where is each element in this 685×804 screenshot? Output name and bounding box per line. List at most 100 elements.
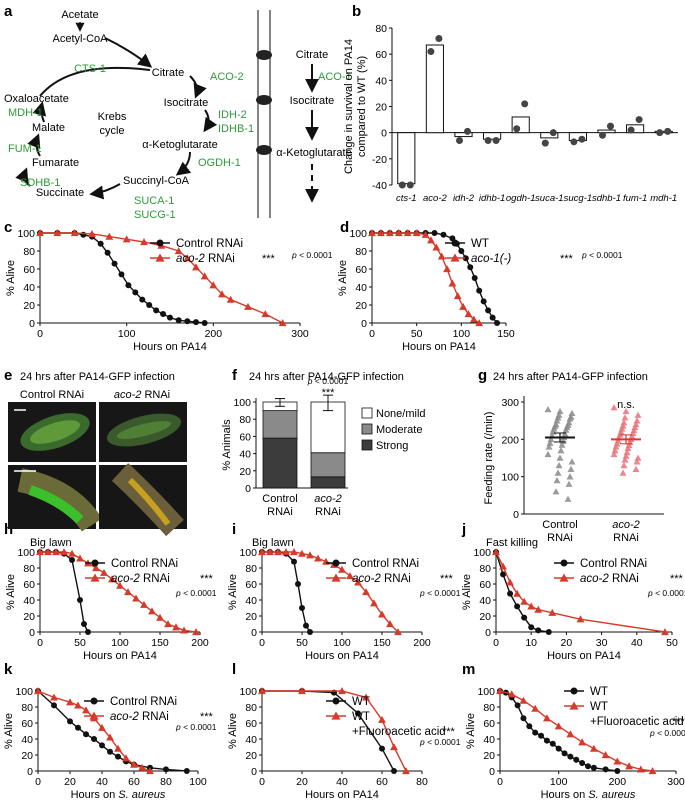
legend-label: aco-2 RNAi (176, 253, 235, 265)
data-point (513, 125, 521, 133)
data-point (36, 548, 44, 556)
data-point (545, 629, 552, 635)
legend-label: Control RNAi (580, 558, 647, 570)
data-point (386, 620, 394, 628)
data-point (155, 253, 165, 262)
y-tick-label: 0 (251, 627, 257, 639)
enzyme-fum1: FUM-1 (8, 143, 42, 155)
y-tick-label: 40 (479, 595, 491, 607)
data-point (633, 417, 641, 424)
data-point (627, 126, 635, 134)
survival-chart-m: 0 20 40 60 80 100 0 100 200 300 Hours on S. aureus… (465, 686, 685, 801)
x-tick-label: 60 (128, 776, 140, 788)
data-point (122, 235, 131, 243)
metabolite-succoa: Succinyl-CoA (123, 175, 190, 187)
bar (597, 129, 616, 134)
data-point (67, 718, 73, 725)
data-point (74, 701, 82, 709)
x-tick-label: 200 (609, 776, 627, 788)
data-point (295, 581, 301, 587)
data-point (82, 706, 90, 714)
panel-label-e: e (4, 367, 12, 384)
data-point (656, 129, 664, 137)
data-point (632, 465, 640, 472)
data-point (568, 409, 576, 416)
y-tick-label: 40 (23, 595, 35, 607)
data-point (521, 100, 529, 108)
data-point (635, 116, 643, 124)
data-point (156, 239, 164, 247)
data-point (183, 254, 192, 262)
data-point (132, 289, 139, 296)
data-point (564, 495, 572, 502)
data-point (634, 411, 642, 418)
data-point (549, 129, 557, 137)
panel-label-m: m (462, 661, 475, 678)
data-point (448, 279, 457, 287)
data-point (421, 230, 430, 238)
x-tick-label: 0 (37, 328, 43, 340)
data-point (602, 766, 609, 773)
data-point (244, 302, 252, 310)
x-axis-label: Hours on S. aureus (541, 789, 636, 801)
data-point (467, 264, 474, 271)
x-tick-label: 40 (336, 776, 348, 788)
data-point (140, 238, 148, 246)
significance-stars: *** (442, 726, 456, 738)
data-point (459, 302, 468, 310)
data-point (544, 450, 552, 458)
x-tick-label: 200 (413, 637, 431, 649)
y-tick-label: 20 (239, 466, 251, 478)
x-tick-label: 100 (118, 328, 136, 340)
x-tick-label: 0 (493, 637, 499, 649)
data-point (92, 564, 100, 572)
data-point (34, 687, 42, 695)
chart-title: 24 hrs after PA14-GFP infection (249, 371, 404, 383)
legend-label: Control RNAi (111, 558, 178, 570)
y-tick-label: 20 (23, 300, 35, 312)
survival-chart-l: 0 20 40 60 80 100 0 20 40 60 80 Hours on PA14 % Aliv… (227, 686, 461, 801)
x-tick-label: RNAi (267, 506, 293, 518)
significance-stars: *** (560, 253, 574, 265)
data-point (570, 138, 578, 146)
data-point (105, 232, 114, 240)
data-point (532, 729, 539, 736)
data-point (68, 549, 76, 557)
y-tick-label: 40 (23, 282, 35, 294)
data-point (494, 320, 501, 326)
data-point (85, 629, 91, 635)
enzyme-aco2: ACO-2 (210, 71, 244, 83)
data-point (570, 687, 578, 695)
survival-chart-d: 0 20 40 60 80 100 0 50 100 150 Hours on PA14 % Aliv… (337, 228, 623, 353)
legend-label: aco-2 RNAi (111, 573, 170, 585)
data-point (462, 255, 469, 262)
x-tick-label: 50 (666, 637, 678, 649)
x-tick-label: 0 (37, 637, 43, 649)
y-tick-label: 40 (355, 282, 367, 294)
y-axis-label: compared to WT (%) (356, 56, 368, 157)
p-value-annotation: p < 0.0001 (419, 588, 461, 598)
data-point (266, 548, 274, 556)
enzyme-sucg1: SUCG-1 (134, 209, 176, 221)
data-point (183, 768, 190, 774)
data-point (431, 230, 438, 236)
y-tick-label: 0 (27, 766, 33, 778)
data-point (566, 415, 574, 422)
data-point (485, 307, 492, 314)
bar (483, 132, 502, 140)
data-point (552, 488, 560, 495)
data-point (556, 407, 564, 415)
data-point (368, 229, 376, 237)
y-axis-label: % Alive (337, 260, 349, 296)
data-point (633, 458, 641, 465)
data-point (506, 578, 514, 586)
data-point (622, 452, 630, 459)
y-tick-label: 40 (245, 734, 257, 746)
data-point (130, 760, 138, 768)
data-point (125, 282, 132, 289)
data-point (443, 265, 451, 273)
legend-label: +Fluoroacetic acid (590, 716, 684, 728)
data-point (209, 281, 218, 289)
data-point (450, 253, 460, 262)
data-point (156, 613, 164, 621)
